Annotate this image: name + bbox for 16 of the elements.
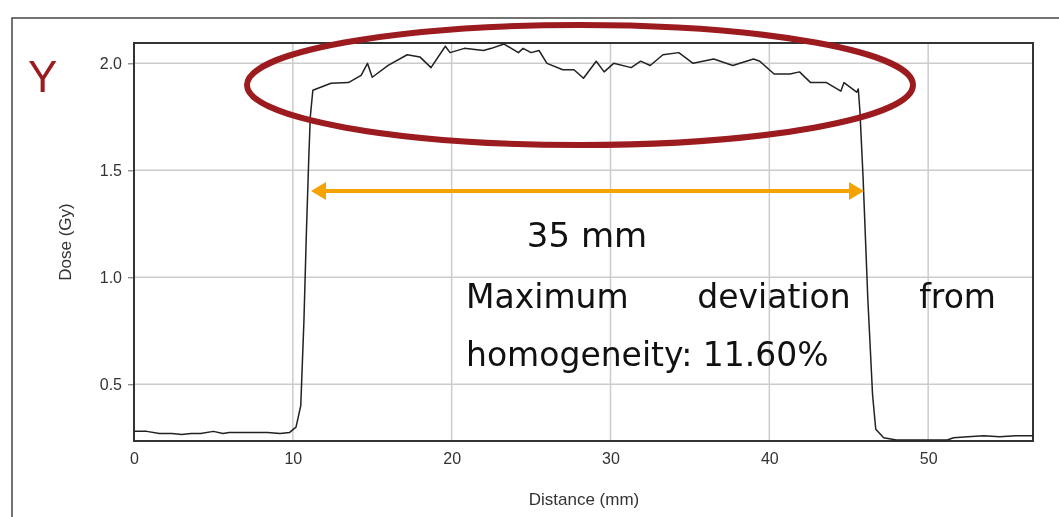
x-axis-title: Distance (mm) [528,490,640,509]
x-tick-label: 40 [760,450,779,468]
x-tick-label: 30 [602,450,620,468]
y-tick-label: 2.0 [99,54,123,72]
x-tick-label: 10 [284,450,303,468]
line-series [133,43,1034,441]
y-tick-label: 0.5 [99,375,123,393]
annotation: 35 mm [526,215,648,255]
x-tick-label: 0 [130,450,140,468]
annotation: Maximum deviation from homogeneity: 11.60% [466,276,996,376]
x-tick-label: 20 [443,450,462,468]
y-tick-label: 1.0 [99,268,123,286]
y-tick-label: 1.5 [99,161,123,179]
x-tick-label: 50 [919,450,938,468]
chart-title: Y [28,52,58,101]
y-axis-title: Dose (Gy) [56,203,75,281]
